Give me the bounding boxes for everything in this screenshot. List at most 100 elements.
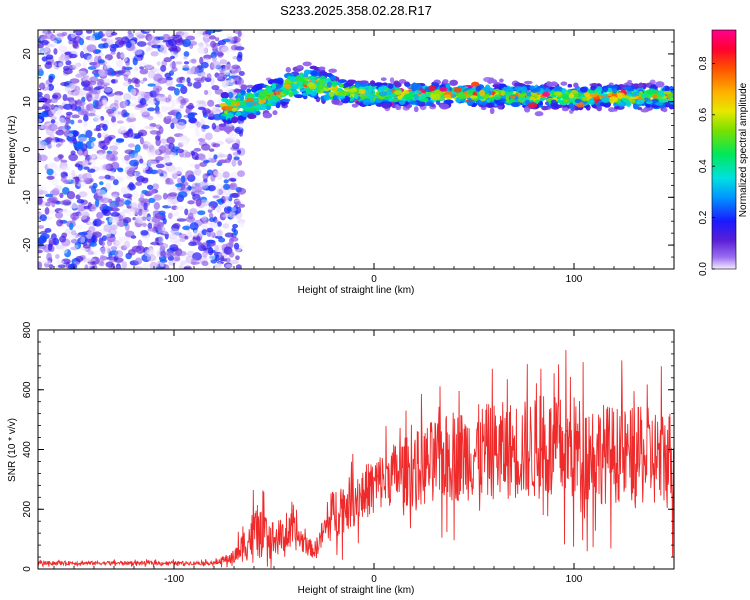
spectrogram-noise-cell xyxy=(158,210,166,215)
spectrogram-noise-cell xyxy=(202,250,208,258)
spectrogram-noise-cell xyxy=(88,80,97,86)
spectrogram-noise-cell xyxy=(135,181,143,186)
snr-panel: -100 0 100 0 200 400 600 800 Height of straigh… xyxy=(7,321,675,596)
spectrogram-noise-cell xyxy=(200,61,209,69)
spectrogram-noise-cell xyxy=(41,39,49,46)
spectrogram-noise-cell xyxy=(225,257,231,263)
spectrogram-noise-cell xyxy=(214,245,219,253)
spectrogram-noise-cell xyxy=(201,124,210,130)
spectrogram-noise-cell xyxy=(126,205,131,209)
spectrogram-noise-cell xyxy=(82,61,87,70)
spectrogram-signal-cell xyxy=(308,83,317,90)
spectrogram-noise-cell xyxy=(92,147,99,152)
spectrogram-noise-cell xyxy=(87,168,96,173)
spectrogram-noise-cell xyxy=(148,197,156,204)
spectrogram-noise-cell xyxy=(68,133,74,138)
spectrogram-signal-cell xyxy=(253,104,262,109)
spectrogram-signal-cell xyxy=(439,86,448,92)
spectrogram-noise-cell xyxy=(83,114,89,122)
spectrogram-noise-cell xyxy=(180,85,188,95)
spectrogram-noise-cell xyxy=(155,266,163,269)
spectrogram-signal-cell xyxy=(271,83,277,90)
spectrogram-noise-cell xyxy=(98,123,106,128)
spectrogram-noise-cell xyxy=(175,121,186,130)
spectrogram-signal-cell xyxy=(230,100,237,105)
spectrogram-signal-cell xyxy=(567,83,572,88)
spectrogram-signal-cell xyxy=(573,93,579,97)
spectrogram-signal-cell xyxy=(337,91,348,97)
spectrogram-noise-cell xyxy=(169,152,177,159)
spectrogram-signal-cell xyxy=(663,90,672,95)
spectrogram-noise-cell xyxy=(155,87,160,96)
spectrogram-noise-cell xyxy=(74,163,81,168)
spectrogram-noise-cell xyxy=(82,75,90,79)
spectrogram-noise-cell xyxy=(157,77,168,84)
spectrogram-noise-cell xyxy=(175,111,182,120)
spectrogram-signal-cell xyxy=(245,100,255,108)
spectrogram-noise-cell xyxy=(139,136,144,145)
spectrogram-noise-cell xyxy=(144,94,150,102)
spectrogram-noise-cell xyxy=(205,239,216,244)
spectrogram-noise-cell xyxy=(48,264,54,269)
spectrogram-signal-cell xyxy=(404,83,411,87)
spectrogram-signal-cell xyxy=(546,82,556,87)
spectrogram-noise-cell xyxy=(47,161,57,170)
spectrogram-noise-cell xyxy=(231,192,240,199)
spectrogram-noise-cell xyxy=(167,86,176,91)
spectrogram-noise-cell xyxy=(42,102,52,110)
spectrogram-signal-cell xyxy=(420,93,429,98)
spectrogram-signal-cell xyxy=(524,80,533,85)
spectrogram-noise-cell xyxy=(78,191,88,198)
spectrogram-signal-cell xyxy=(362,98,371,106)
spectrogram-noise-cell xyxy=(131,95,137,101)
spectrogram-noise-cell xyxy=(146,216,154,221)
spectrogram-noise-cell xyxy=(189,163,196,168)
spectrogram-noise-cell xyxy=(211,61,222,69)
spectrogram-signal-cell xyxy=(526,91,532,97)
spectrogram-noise-cell xyxy=(114,250,124,258)
spectrogram-noise-cell xyxy=(89,241,97,247)
spectrogram-noise-cell xyxy=(127,143,136,148)
spectrogram-noise-cell xyxy=(77,148,83,157)
spectrogram-y-ticks: -20 -10 0 10 20 xyxy=(22,29,674,270)
spectrogram-noise-cell xyxy=(191,58,197,64)
spectrogram-signal-cell xyxy=(330,75,337,81)
spectrogram-noise-cell xyxy=(93,116,102,123)
spectrogram-signal-cell xyxy=(311,71,318,76)
spectrogram-noise-cell xyxy=(38,197,43,205)
spectrogram-signal-cell xyxy=(654,102,664,106)
spectrogram-noise-cell xyxy=(197,46,207,54)
spectrogram-noise-cell xyxy=(93,218,102,227)
spectrogram-noise-cell xyxy=(196,100,206,104)
spectrogram-noise-cell xyxy=(140,165,149,171)
spectrogram-noise-cell xyxy=(183,266,191,269)
spectrogram-noise-cell xyxy=(57,45,68,52)
spectrogram-noise-cell xyxy=(55,253,60,259)
spectrogram-noise-cell xyxy=(46,175,55,180)
spectrogram-noise-cell xyxy=(64,85,70,93)
spectrogram-noise-cell xyxy=(239,122,244,129)
spectrogram-noise-cell xyxy=(38,140,44,148)
spectrogram-noise-cell xyxy=(228,239,234,248)
spectrogram-noise-cell xyxy=(100,197,110,204)
spectrogram-signal-cell xyxy=(492,84,501,88)
spectrogram-signal-cell xyxy=(389,77,395,84)
spectrogram-noise-cell xyxy=(52,88,61,94)
spectrogram-signal-cell xyxy=(326,78,331,82)
spectrogram-noise-cell xyxy=(107,170,115,176)
spectrogram-signal-cell xyxy=(616,92,625,98)
spectrogram-noise-cell xyxy=(38,67,43,72)
spectrogram-noise-cell xyxy=(111,79,116,84)
spectrogram-noise-cell xyxy=(153,202,160,210)
spectrogram-noise-cell xyxy=(55,244,65,250)
spectrogram-noise-cell xyxy=(151,39,161,44)
spectrogram-noise-cell xyxy=(139,80,145,84)
spectrogram-signal-cell xyxy=(599,102,608,107)
spectrogram-noise-cell xyxy=(95,49,102,53)
spectrogram-noise-cell xyxy=(147,222,153,229)
spectrogram-noise-cell xyxy=(122,112,131,117)
snr-series-line xyxy=(38,350,674,569)
spectrogram-noise-cell xyxy=(215,187,220,196)
spectrogram-noise-cell xyxy=(195,198,202,207)
